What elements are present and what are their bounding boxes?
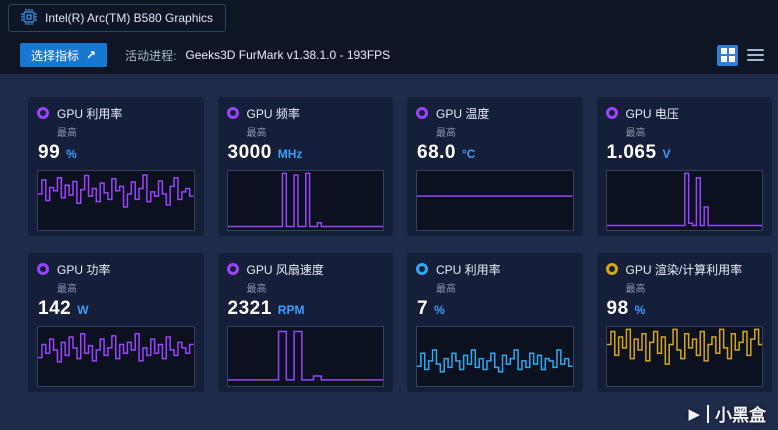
- metric-color-dot: [416, 263, 428, 275]
- metric-value: 3000: [227, 142, 272, 163]
- metric-sparkline-chart: [605, 170, 763, 231]
- metric-value: 142: [38, 298, 72, 319]
- metric-card-gpu-render-compute: GPU 渲染/计算利用率 最高 98 %: [596, 253, 772, 392]
- topbar: Intel(R) Arc(TM) B580 Graphics 选择指标 ↗ 活动…: [0, 0, 778, 74]
- metric-color-dot: [605, 107, 618, 119]
- metric-card-cpu-utilization: CPU 利用率 最高 7 %: [407, 253, 583, 392]
- active-process-label: 活动进程:: [125, 48, 177, 63]
- device-name: Intel(R) Arc(TM) B580 Graphics: [45, 11, 214, 25]
- metric-color-dot: [605, 263, 618, 275]
- metric-sparkline-chart: [605, 326, 763, 387]
- metric-card-gpu-temperature: GPU 温度 最高 68.0 °C: [407, 97, 583, 236]
- metric-sub-label: 最高: [625, 128, 646, 139]
- metric-value: 1.065: [606, 142, 657, 163]
- metric-color-dot: [226, 263, 239, 275]
- metric-value: 99: [38, 142, 61, 163]
- metric-value: 7: [417, 298, 429, 319]
- metric-unit: W: [77, 303, 89, 317]
- metric-title: GPU 风扇速度: [246, 263, 324, 277]
- list-view-button[interactable]: [745, 45, 766, 66]
- metric-unit: MHz: [277, 147, 303, 161]
- metric-unit: %: [434, 303, 445, 317]
- grid-view-button[interactable]: [717, 44, 738, 66]
- main-panel: GPU 利用率 最高 99 % GPU 频率 最高 3000: [0, 74, 778, 430]
- metric-color-dot: [416, 107, 428, 119]
- grid-icon: [720, 48, 727, 54]
- metric-unit: V: [662, 147, 671, 161]
- external-arrow-icon: ↗: [86, 48, 97, 62]
- metric-title: GPU 利用率: [57, 107, 123, 121]
- device-selector[interactable]: Intel(R) Arc(TM) B580 Graphics: [8, 4, 227, 32]
- metric-card-gpu-utilization: GPU 利用率 最高 99 %: [28, 97, 204, 236]
- metric-sparkline-chart: [37, 326, 195, 387]
- metric-unit: °C: [461, 147, 476, 161]
- metric-title: GPU 电压: [625, 107, 679, 121]
- metric-card-gpu-voltage: GPU 电压 最高 1.065 V: [596, 97, 772, 236]
- metric-title: CPU 利用率: [436, 263, 501, 277]
- metric-sparkline-chart: [226, 326, 384, 387]
- metric-unit: %: [66, 147, 77, 161]
- metric-color-dot: [37, 263, 49, 275]
- metric-title: GPU 温度: [436, 107, 490, 121]
- metric-sub-label: 最高: [246, 284, 267, 295]
- metric-sub-label: 最高: [246, 128, 267, 139]
- action-row: 选择指标 ↗ 活动进程: Geeks3D FurMark v1.38.1.0 -…: [8, 42, 770, 68]
- metric-sparkline-chart: [416, 170, 574, 231]
- metric-title: GPU 渲染/计算利用率: [625, 263, 743, 277]
- metric-sparkline-chart: [416, 326, 574, 387]
- metric-value: 68.0: [417, 142, 456, 163]
- view-toggles: [717, 44, 770, 66]
- metric-sparkline-chart: [37, 170, 195, 231]
- metric-sub-label: 最高: [57, 284, 77, 295]
- metric-value: 2321: [227, 298, 272, 319]
- metric-sub-label: 最高: [436, 128, 456, 139]
- metric-card-gpu-frequency: GPU 频率 最高 3000 MHz: [217, 97, 393, 236]
- metric-card-gpu-power: GPU 功率 最高 142 W: [28, 253, 204, 392]
- metric-unit: RPM: [277, 303, 305, 317]
- metric-color-dot: [37, 107, 49, 119]
- metric-unit: %: [634, 303, 646, 317]
- metric-title: GPU 频率: [246, 107, 300, 121]
- select-metrics-button[interactable]: 选择指标 ↗: [20, 43, 108, 67]
- metric-sub-label: 最高: [436, 284, 456, 295]
- metric-value: 98: [606, 298, 629, 319]
- metric-color-dot: [226, 107, 239, 119]
- active-process-value: Geeks3D FurMark v1.38.1.0 - 193FPS: [185, 48, 391, 62]
- metrics-grid: GPU 利用率 最高 99 % GPU 频率 最高 3000: [0, 74, 778, 392]
- metric-sub-label: 最高: [625, 284, 646, 295]
- select-metrics-label: 选择指标: [31, 48, 80, 63]
- metric-card-gpu-fan-speed: GPU 风扇速度 最高 2321 RPM: [217, 253, 393, 392]
- metric-title: GPU 功率: [57, 263, 111, 277]
- metric-sub-label: 最高: [57, 128, 77, 139]
- list-icon: [747, 49, 764, 51]
- metric-sparkline-chart: [226, 170, 384, 231]
- chip-icon: [21, 8, 37, 28]
